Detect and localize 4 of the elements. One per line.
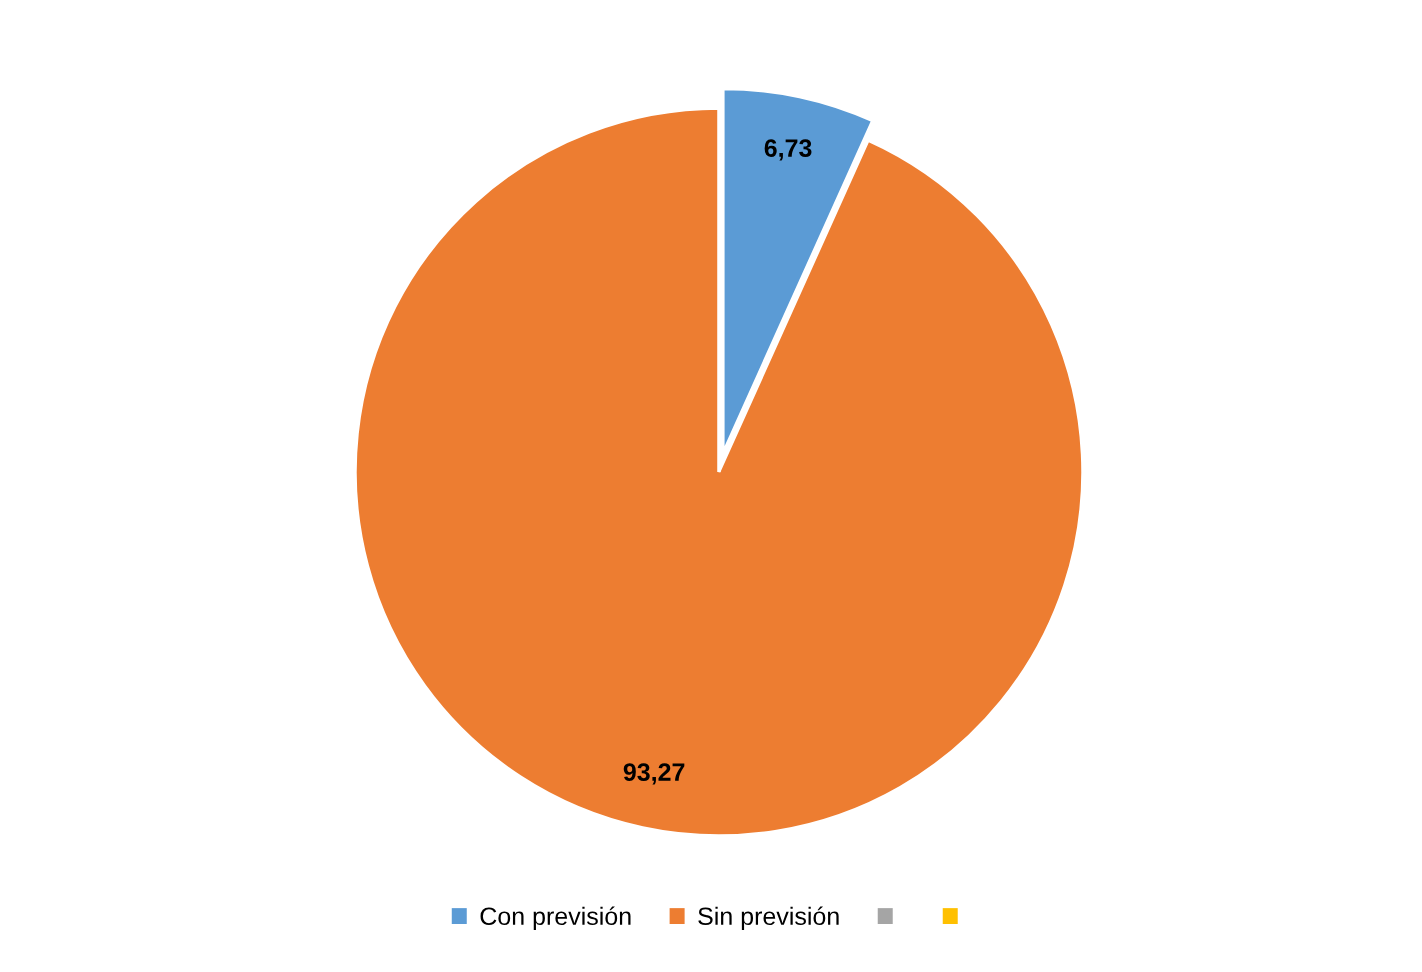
data-label: 6,73 xyxy=(764,139,812,161)
legend-label: Con previsión xyxy=(480,906,631,931)
data-label: 93,27 xyxy=(623,763,685,785)
legend-label: Sin previsión xyxy=(698,906,839,931)
